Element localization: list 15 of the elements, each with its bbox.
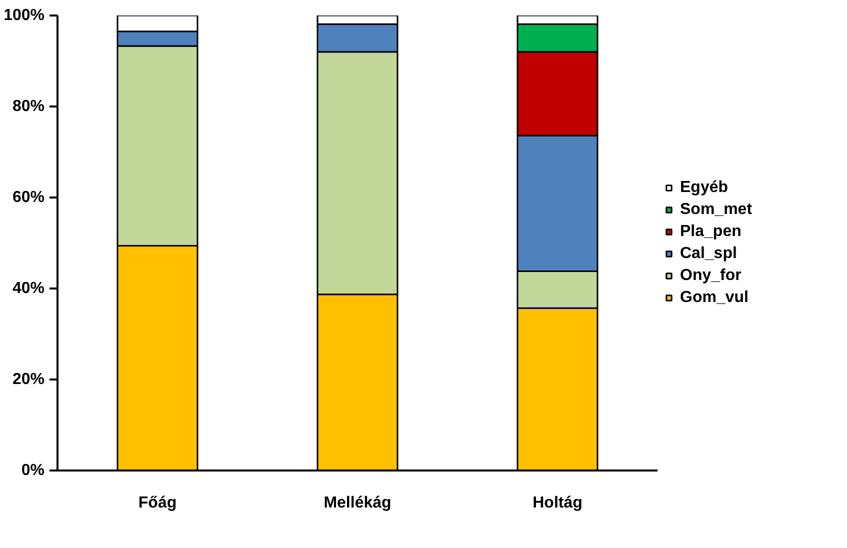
x-tick-label: Mellékág [324,494,392,512]
legend-label: Ony_for [680,266,742,284]
y-tick-label: 20% [12,371,45,388]
y-tick-label: 40% [12,280,45,297]
legend-label: Gom_vul [680,288,748,306]
x-tick-label: Főág [138,494,177,512]
legend-label: Egyéb [680,178,728,196]
y-tick-label: 100% [4,7,44,24]
legend-label: Cal_spl [680,244,737,262]
legend-label: Pla_pen [680,222,742,240]
y-tick-label: 60% [12,189,45,206]
y-tick-label: 80% [12,98,45,115]
x-tick-label: Holtág [532,494,582,512]
legend-label: Som_met [680,200,752,218]
y-tick-label: 0% [21,462,44,479]
